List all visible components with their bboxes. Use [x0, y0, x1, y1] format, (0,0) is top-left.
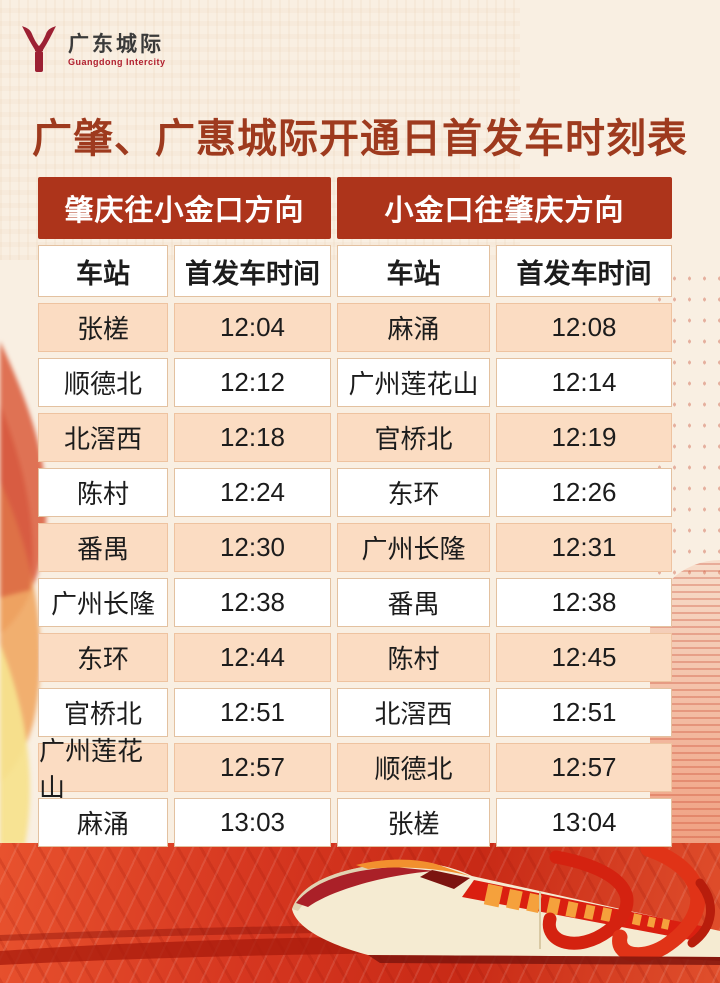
station-cell: 陈村 [337, 633, 490, 682]
column-header-row: 车站 首发车时间 车站 首发车时间 [38, 245, 672, 297]
station-cell: 官桥北 [337, 413, 490, 462]
station-cell: 北滘西 [38, 413, 168, 462]
station-cell: 麻涌 [38, 798, 168, 847]
time-cell: 12:04 [174, 303, 331, 352]
train-illustration [0, 843, 720, 965]
time-cell: 12:31 [496, 523, 672, 572]
station-cell: 广州长隆 [337, 523, 490, 572]
time-cell: 12:19 [496, 413, 672, 462]
timetable: 肇庆往小金口方向 小金口往肇庆方向 车站 首发车时间 车站 首发车时间 张槎 1… [38, 177, 672, 847]
time-cell: 12:45 [496, 633, 672, 682]
station-cell: 番禺 [38, 523, 168, 572]
station-cell: 东环 [337, 468, 490, 517]
bottom-illustration [0, 843, 720, 983]
station-cell: 广州莲花山 [38, 736, 168, 803]
time-cell: 13:04 [496, 798, 672, 847]
station-cell: 广州莲花山 [337, 358, 490, 407]
station-cell: 广州长隆 [38, 578, 168, 627]
direction-header-left: 肇庆往小金口方向 [38, 177, 331, 239]
time-cell: 12:38 [496, 578, 672, 627]
station-cell: 张槎 [38, 303, 168, 352]
time-cell: 12:08 [496, 303, 672, 352]
time-cell: 12:38 [174, 578, 331, 627]
station-cell: 北滘西 [337, 688, 490, 737]
brand-name-en: Guangdong Intercity [68, 56, 166, 67]
station-cell: 顺德北 [337, 743, 490, 792]
column-header-time-right: 首发车时间 [496, 245, 672, 297]
station-cell: 顺德北 [38, 358, 168, 407]
station-cell: 东环 [38, 633, 168, 682]
time-cell: 12:12 [174, 358, 331, 407]
time-cell: 12:14 [496, 358, 672, 407]
direction-header-row: 肇庆往小金口方向 小金口往肇庆方向 [38, 177, 672, 239]
station-cell: 张槎 [337, 798, 490, 847]
time-cell: 12:57 [174, 743, 331, 792]
time-cell: 12:44 [174, 633, 331, 682]
station-cell: 陈村 [38, 468, 168, 517]
station-cell: 官桥北 [38, 688, 168, 737]
column-header-station-right: 车站 [337, 245, 490, 297]
time-cell: 12:30 [174, 523, 331, 572]
brand-logo-text: 广东城际 Guangdong Intercity [68, 33, 166, 66]
time-cell: 12:57 [496, 743, 672, 792]
direction-header-right: 小金口往肇庆方向 [337, 177, 672, 239]
page-title: 广肇、广惠城际开通日首发车时刻表 [32, 117, 688, 161]
brand-logo: 广东城际 Guangdong Intercity [18, 24, 166, 76]
time-cell: 12:26 [496, 468, 672, 517]
station-cell: 番禺 [337, 578, 490, 627]
time-cell: 12:51 [496, 688, 672, 737]
brand-name-cn: 广东城际 [68, 33, 164, 57]
column-header-time-left: 首发车时间 [174, 245, 331, 297]
time-cell: 12:24 [174, 468, 331, 517]
background-swirl-graphic [0, 341, 47, 845]
timetable-body: 张槎 12:04 麻涌 12:08 顺德北 12:12 广州莲花山 12:14 … [38, 303, 672, 847]
time-cell: 12:18 [174, 413, 331, 462]
time-cell: 13:03 [174, 798, 331, 847]
time-cell: 12:51 [174, 688, 331, 737]
station-cell: 麻涌 [337, 303, 490, 352]
guangdong-intercity-logo-icon [22, 26, 56, 72]
column-header-station-left: 车站 [38, 245, 168, 297]
